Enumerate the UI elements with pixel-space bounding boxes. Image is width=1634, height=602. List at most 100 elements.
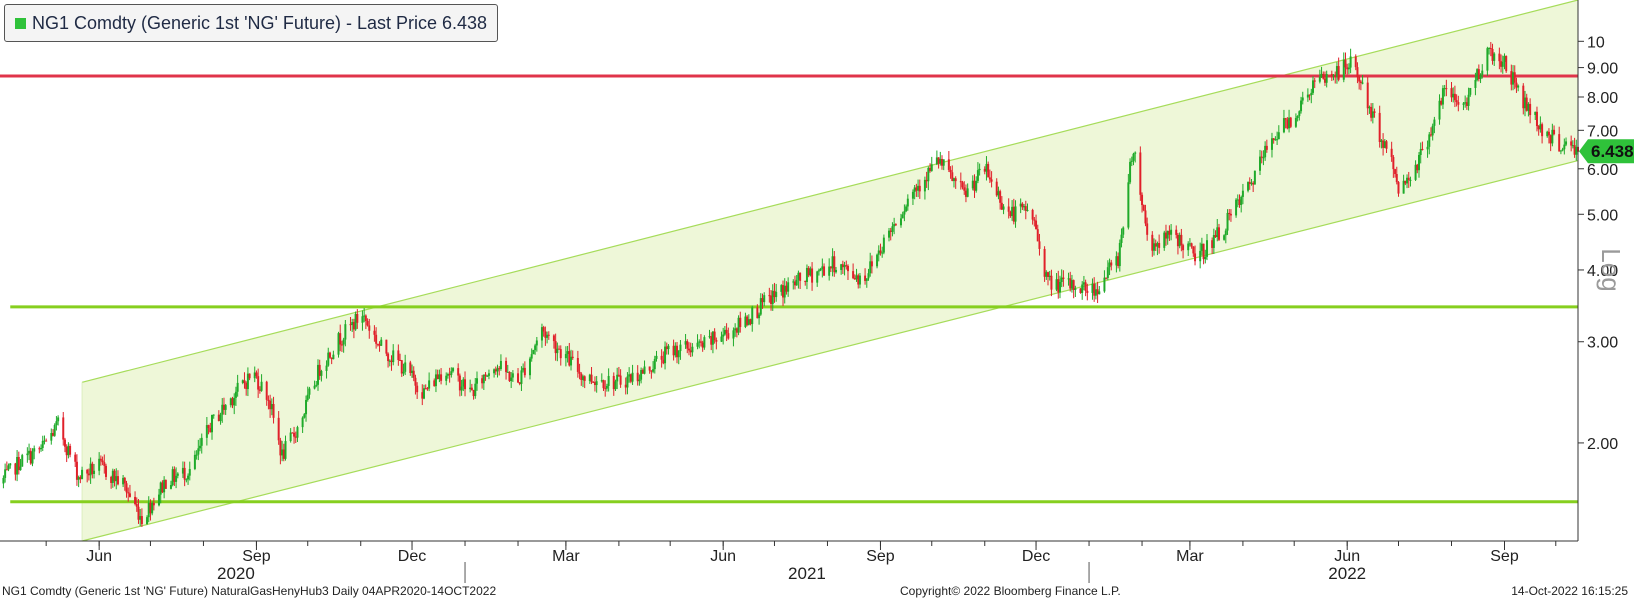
candle-276 — [662, 351, 665, 365]
candle-454 — [1086, 283, 1089, 301]
candle-26 — [63, 437, 66, 453]
candle-262 — [628, 367, 631, 383]
candle-641 — [1535, 106, 1538, 132]
candle-261 — [626, 372, 629, 395]
candle-74 — [176, 472, 179, 479]
candle-body — [711, 331, 714, 345]
candle-304 — [727, 327, 730, 340]
candle-615 — [1474, 72, 1477, 96]
candle-body — [1043, 248, 1046, 277]
candle-561 — [1344, 52, 1347, 75]
candle-548 — [1312, 76, 1315, 95]
candle-611 — [1464, 95, 1467, 108]
candle-621 — [1488, 47, 1491, 55]
candle-534 — [1277, 125, 1280, 140]
candle-body — [1094, 289, 1097, 296]
candle-285 — [684, 333, 687, 349]
candle-146 — [351, 318, 354, 332]
candle-500 — [1199, 242, 1202, 269]
candle-body — [544, 331, 547, 338]
candle-397 — [951, 165, 954, 182]
candle-156 — [375, 327, 378, 349]
candle-168 — [402, 363, 405, 377]
candle-509 — [1217, 223, 1220, 241]
candle-92 — [221, 398, 224, 423]
candle-253 — [605, 383, 608, 392]
candle-544 — [1301, 91, 1304, 105]
candle-body — [50, 433, 53, 441]
candle-body — [316, 364, 319, 385]
candle-459 — [1098, 285, 1101, 295]
candle-255 — [612, 372, 615, 396]
candle-body — [364, 315, 367, 322]
candle-body — [805, 267, 808, 283]
candle-325 — [780, 284, 783, 296]
candle-313 — [749, 318, 752, 326]
candle-626 — [1500, 54, 1503, 73]
candle-54 — [128, 484, 131, 498]
candle-body — [1332, 75, 1335, 77]
candle-body — [1228, 212, 1231, 214]
candle-body — [665, 346, 668, 350]
candle-body — [140, 516, 143, 525]
candle-body — [876, 254, 879, 267]
candle-body — [51, 433, 54, 436]
candle-655 — [1570, 135, 1573, 152]
candle-body — [149, 502, 152, 514]
candle-179 — [428, 372, 431, 392]
candle-body — [699, 341, 702, 343]
candle-108 — [258, 386, 261, 394]
candle-body — [1212, 235, 1215, 248]
candle-body — [1110, 262, 1113, 266]
candle-body — [79, 477, 82, 480]
candle-588 — [1407, 171, 1410, 188]
candle-227 — [544, 326, 547, 346]
candle-body — [318, 364, 321, 376]
candle-251 — [602, 379, 605, 391]
candle-406 — [973, 174, 976, 198]
candle-604 — [1445, 79, 1448, 97]
candle-body — [388, 360, 391, 362]
candle-body — [498, 368, 501, 370]
candle-body — [1308, 94, 1311, 96]
candle-312 — [747, 314, 750, 326]
candle-body — [964, 190, 967, 197]
x-tick-label: Jun — [86, 548, 112, 565]
candle-185 — [445, 372, 448, 386]
candle-447 — [1070, 274, 1073, 293]
candle-body — [397, 350, 400, 360]
candle-body — [523, 367, 526, 376]
candle-body — [737, 317, 740, 333]
candle-540 — [1294, 113, 1297, 129]
candle-body — [233, 397, 236, 406]
candle-546 — [1308, 94, 1311, 101]
candle-body — [1474, 80, 1477, 88]
x-tick-label: Jun — [1334, 548, 1360, 565]
candle-body — [375, 334, 378, 344]
candle-body — [1429, 134, 1432, 136]
candle-60 — [146, 515, 149, 525]
candle-body — [411, 370, 414, 374]
candle-188 — [450, 367, 453, 378]
candle-body — [207, 425, 210, 429]
candle-body — [65, 446, 68, 456]
candle-371 — [889, 227, 892, 241]
candle-10 — [26, 447, 29, 463]
candle-635 — [1522, 83, 1525, 115]
candle-37 — [89, 457, 92, 484]
candle-335 — [804, 280, 807, 286]
candle-289 — [691, 343, 694, 357]
candle-351 — [841, 260, 844, 275]
candle-body — [458, 375, 461, 391]
candle-41 — [99, 455, 102, 466]
candle-body — [81, 469, 84, 480]
candle-body — [604, 388, 607, 390]
candle-144 — [344, 319, 347, 347]
candle-165 — [397, 344, 400, 366]
candle-189 — [452, 367, 455, 373]
candle-299 — [715, 337, 718, 350]
candle-body — [930, 164, 933, 171]
candle-body — [277, 417, 280, 441]
candle-292 — [699, 334, 702, 347]
candle-400 — [959, 172, 962, 190]
